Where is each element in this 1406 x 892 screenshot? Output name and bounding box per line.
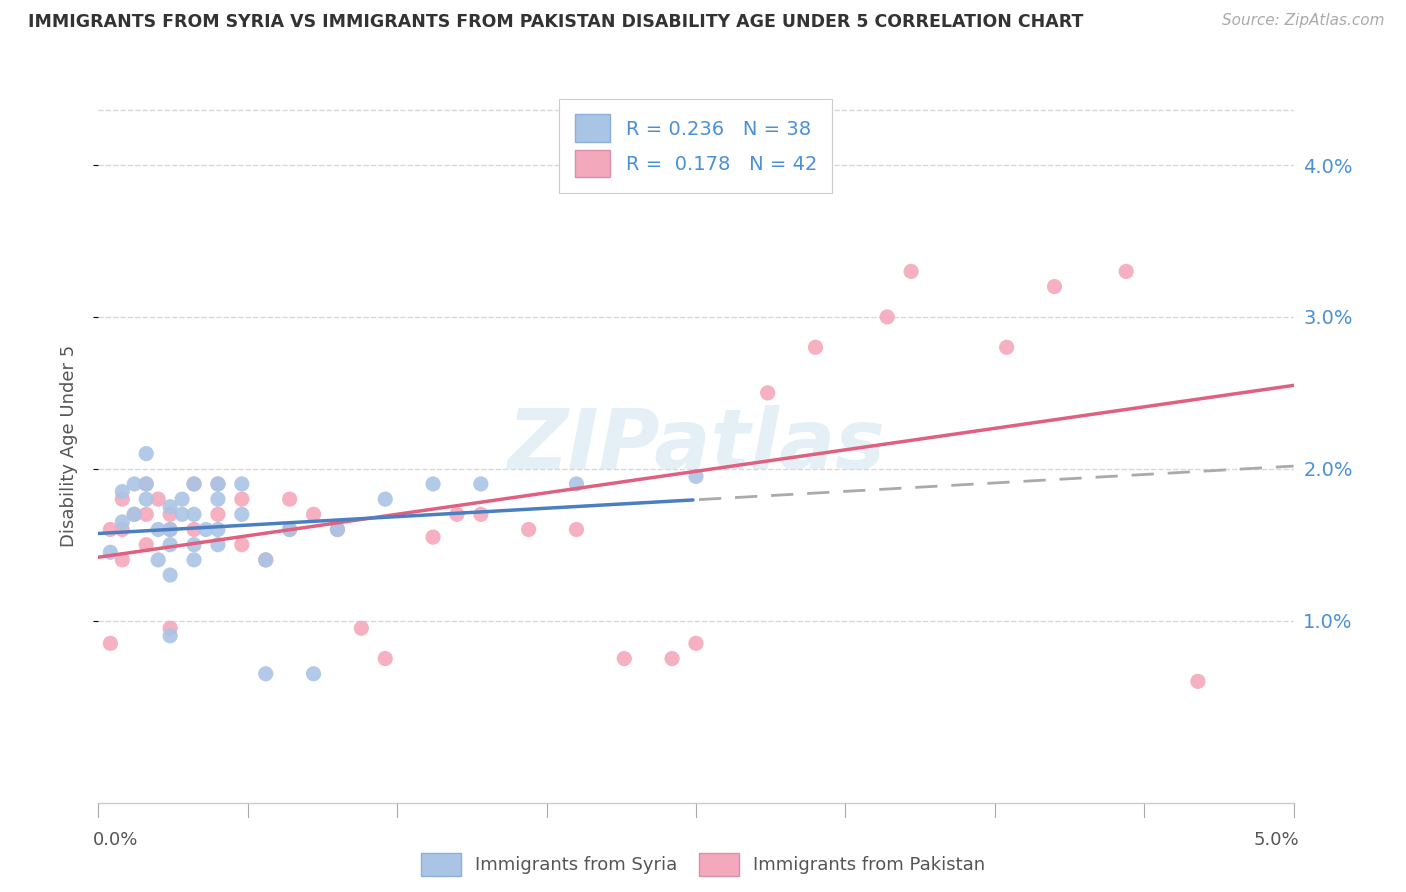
Point (124, 508, 146, 522)
Point (207, 477, 229, 491)
Legend: R = 0.236   N = 38, R =  0.178   N = 42: R = 0.236 N = 38, R = 0.178 N = 42 (560, 99, 832, 193)
Point (159, 508, 181, 522)
Point (685, 469, 707, 483)
Point (422, 530, 444, 544)
Point (172, 492, 194, 507)
Point (756, 385, 779, 400)
Point (207, 523, 229, 537)
Text: ZIPatlas: ZIPatlas (508, 406, 884, 486)
Point (422, 477, 444, 491)
Point (207, 477, 229, 491)
Point (135, 492, 157, 507)
Point (98, 545, 122, 559)
Text: 5.0%: 5.0% (1254, 831, 1299, 849)
Point (350, 621, 373, 635)
Point (278, 523, 301, 537)
Point (326, 523, 349, 537)
Point (183, 477, 205, 491)
Point (135, 477, 157, 491)
Point (183, 553, 205, 567)
Point (231, 477, 253, 491)
Point (613, 651, 636, 665)
Point (231, 538, 253, 552)
Point (135, 508, 157, 522)
Point (995, 340, 1018, 354)
Point (111, 492, 134, 507)
Point (302, 666, 325, 681)
Point (159, 629, 181, 643)
Point (685, 636, 707, 650)
Point (124, 508, 146, 522)
Point (111, 515, 134, 529)
Point (98, 523, 122, 537)
Point (231, 508, 253, 522)
Point (517, 523, 540, 537)
Point (302, 508, 325, 522)
Point (148, 553, 170, 567)
Point (254, 553, 277, 567)
Point (900, 264, 922, 278)
Point (159, 523, 181, 537)
Point (159, 500, 181, 514)
Text: Source: ZipAtlas.com: Source: ZipAtlas.com (1222, 13, 1385, 29)
Point (148, 492, 170, 507)
Point (172, 508, 194, 522)
Point (207, 508, 229, 522)
Point (207, 492, 229, 507)
Point (159, 538, 181, 552)
Point (1043, 279, 1066, 293)
Point (804, 340, 827, 354)
Point (124, 477, 146, 491)
Y-axis label: Disability Age Under 5: Disability Age Under 5 (59, 345, 77, 547)
Point (374, 492, 396, 507)
Point (111, 484, 134, 499)
Legend: Immigrants from Syria, Immigrants from Pakistan: Immigrants from Syria, Immigrants from P… (413, 846, 993, 883)
Point (446, 508, 468, 522)
Point (661, 651, 683, 665)
Point (254, 666, 277, 681)
Text: 0.0%: 0.0% (93, 831, 138, 849)
Point (98, 636, 122, 650)
Point (278, 523, 301, 537)
Point (231, 492, 253, 507)
Point (159, 523, 181, 537)
Point (111, 523, 134, 537)
Point (183, 538, 205, 552)
Point (183, 477, 205, 491)
Point (207, 538, 229, 552)
Point (1187, 674, 1209, 689)
Point (470, 508, 492, 522)
Point (254, 553, 277, 567)
Point (1115, 264, 1137, 278)
Point (374, 651, 396, 665)
Point (876, 310, 898, 324)
Point (183, 508, 205, 522)
Point (135, 447, 157, 461)
Point (565, 477, 588, 491)
Point (148, 523, 170, 537)
Point (135, 477, 157, 491)
Text: IMMIGRANTS FROM SYRIA VS IMMIGRANTS FROM PAKISTAN DISABILITY AGE UNDER 5 CORRELA: IMMIGRANTS FROM SYRIA VS IMMIGRANTS FROM… (28, 13, 1084, 31)
Point (565, 523, 588, 537)
Point (183, 523, 205, 537)
Point (111, 553, 134, 567)
Point (470, 477, 492, 491)
Point (159, 621, 181, 635)
Point (278, 492, 301, 507)
Point (159, 568, 181, 582)
Point (135, 538, 157, 552)
Point (195, 523, 218, 537)
Point (326, 523, 349, 537)
